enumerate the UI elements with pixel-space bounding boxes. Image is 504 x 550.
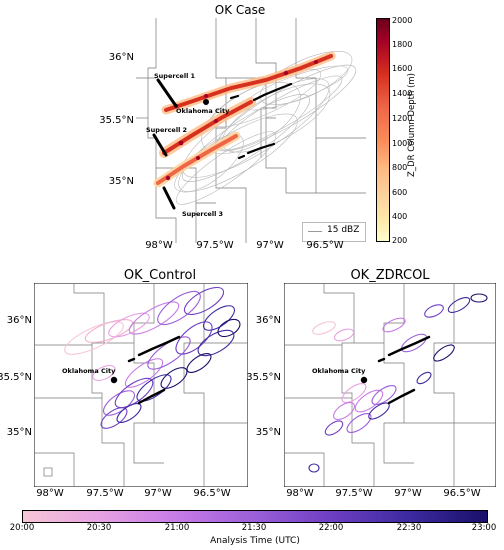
- time-colorbar: [22, 510, 488, 523]
- cb-tick-1000: 1000: [392, 139, 413, 148]
- cb-tick-800: 800: [392, 163, 408, 172]
- top-map: [136, 18, 366, 243]
- top-lat-35: 35°N: [108, 176, 134, 187]
- zdr-colorbar-label: Z_DR Column Depth (m): [407, 73, 417, 177]
- right-lat-355: 35.5°N: [246, 372, 281, 383]
- top-panel-title: OK Case: [214, 3, 266, 17]
- time-tick-2000: 20:00: [9, 523, 35, 533]
- legend-label: 15 dBZ: [327, 225, 360, 235]
- time-tick-2200: 22:00: [318, 523, 344, 533]
- right-lon-965: 96.5°W: [443, 488, 481, 499]
- cb-tick-1800: 1800: [392, 40, 413, 49]
- left-city-label: Oklahoma City: [62, 367, 116, 375]
- cb-tick-2000: 2000: [392, 16, 413, 25]
- zdr-colorbar: [376, 18, 390, 242]
- right-lon-97: 97°W: [394, 488, 422, 499]
- left-lat-35: 35°N: [6, 427, 32, 438]
- right-lon-975: 97.5°W: [335, 488, 373, 499]
- cb-tick-200: 200: [392, 236, 408, 245]
- time-tick-2300: 23:00: [471, 523, 497, 533]
- left-lat-355: 35.5°N: [0, 372, 32, 383]
- cb-tick-600: 600: [392, 188, 408, 197]
- label-supercell-1: Supercell 1: [154, 72, 196, 80]
- right-lat-35: 35°N: [255, 427, 281, 438]
- right-lon-98: 98°W: [286, 488, 314, 499]
- right-panel-title: OK_ZDRCOL: [350, 268, 430, 283]
- right-city-label: Oklahoma City: [312, 367, 366, 375]
- left-lon-97: 97°W: [144, 488, 172, 499]
- top-lat-355: 35.5°N: [99, 115, 134, 126]
- left-lat-36: 36°N: [6, 315, 32, 326]
- time-tick-2100: 21:00: [164, 523, 190, 533]
- label-supercell-3: Supercell 3: [182, 210, 224, 218]
- cb-tick-1400: 1400: [392, 89, 413, 98]
- left-lon-975: 97.5°W: [86, 488, 124, 499]
- time-colorbar-label: Analysis Time (UTC): [210, 536, 300, 546]
- top-lon-97: 97°W: [256, 240, 284, 251]
- left-lon-98: 98°W: [36, 488, 64, 499]
- top-lat-36: 36°N: [108, 52, 134, 63]
- left-panel-title: OK_Control: [123, 268, 197, 283]
- time-tick-2130: 21:30: [241, 523, 267, 533]
- legend-box: 15 dBZ: [302, 222, 366, 242]
- label-supercell-2: Supercell 2: [146, 126, 188, 134]
- right-map: [284, 283, 496, 487]
- left-lon-965: 96.5°W: [193, 488, 231, 499]
- cb-tick-1600: 1600: [392, 64, 413, 73]
- time-tick-2230: 22:30: [396, 523, 422, 533]
- top-lon-975: 97.5°W: [196, 240, 234, 251]
- right-lat-36: 36°N: [255, 315, 281, 326]
- cb-tick-1200: 1200: [392, 114, 413, 123]
- left-map: [34, 283, 248, 487]
- time-tick-2030: 20:30: [86, 523, 112, 533]
- top-lon-965: 96.5°W: [306, 240, 344, 251]
- top-lon-98: 98°W: [145, 240, 173, 251]
- cb-tick-400: 400: [392, 212, 408, 221]
- legend-line: [308, 231, 322, 232]
- label-city-top: Oklahoma City: [176, 107, 230, 115]
